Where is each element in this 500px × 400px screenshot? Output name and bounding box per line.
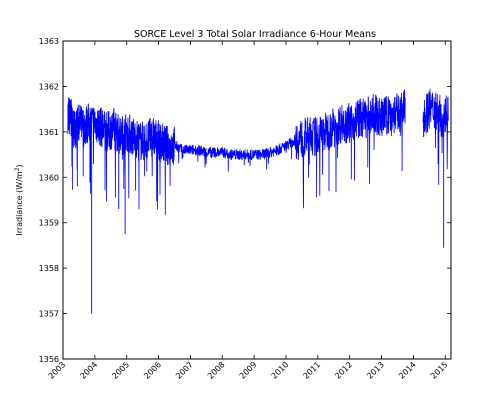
y-axis-ticks: 1356 1357 1358 1359 1360 1361 1362 1363	[39, 37, 451, 364]
tsi-series-line	[422, 88, 449, 185]
plot-frame	[62, 40, 452, 360]
y-tick-label: 1359	[39, 219, 59, 228]
y-tick-label: 1362	[39, 82, 59, 91]
y-axis-label: Irradiance (W/m2)	[14, 164, 24, 235]
chart-title: SORCE Level 3 Total Solar Irradiance 6-H…	[134, 29, 376, 40]
x-tick-label: 2015	[429, 360, 450, 381]
x-tick-label: 2011	[301, 360, 322, 381]
x-tick-label: 2012	[333, 360, 354, 381]
y-tick-label: 1361	[39, 128, 59, 137]
y-tick-label: 1358	[39, 264, 59, 273]
x-tick-label: 2010	[270, 360, 291, 381]
plot-area	[67, 88, 449, 314]
x-tick-label: 2014	[397, 360, 418, 381]
y-tick-label: 1356	[39, 355, 59, 364]
tsi-series-line	[67, 89, 406, 215]
y-tick-label: 1357	[39, 310, 59, 319]
x-tick-label: 2005	[110, 360, 131, 381]
y-tick-label: 1363	[39, 37, 59, 46]
x-tick-label: 2007	[174, 360, 195, 381]
x-tick-label: 2006	[142, 360, 163, 381]
x-tick-label: 2009	[238, 360, 259, 381]
x-tick-label: 2013	[365, 360, 386, 381]
y-tick-label: 1360	[39, 173, 59, 182]
x-tick-label: 2008	[206, 360, 227, 381]
x-axis-ticks: 2003 2004 2005 2006 2007 2008 2009 2010 2011 2012…	[47, 41, 450, 381]
x-tick-label: 2004	[79, 360, 100, 381]
